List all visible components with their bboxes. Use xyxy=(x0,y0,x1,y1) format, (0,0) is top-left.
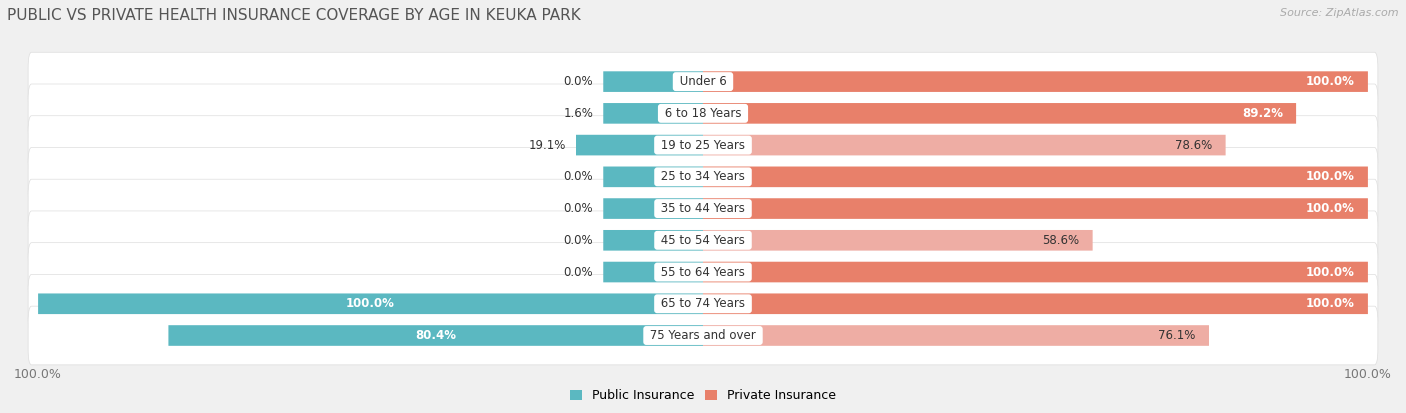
Text: 75 Years and over: 75 Years and over xyxy=(647,329,759,342)
Text: 19.1%: 19.1% xyxy=(529,139,567,152)
FancyBboxPatch shape xyxy=(28,243,1378,301)
FancyBboxPatch shape xyxy=(603,71,703,92)
FancyBboxPatch shape xyxy=(576,135,703,155)
FancyBboxPatch shape xyxy=(703,325,1209,346)
FancyBboxPatch shape xyxy=(703,135,1226,155)
Text: 89.2%: 89.2% xyxy=(1241,107,1282,120)
Text: 0.0%: 0.0% xyxy=(564,266,593,278)
Text: 78.6%: 78.6% xyxy=(1175,139,1212,152)
FancyBboxPatch shape xyxy=(603,166,703,187)
FancyBboxPatch shape xyxy=(169,325,703,346)
Text: 100.0%: 100.0% xyxy=(346,297,395,310)
Text: 100.0%: 100.0% xyxy=(1306,297,1354,310)
FancyBboxPatch shape xyxy=(38,294,703,314)
FancyBboxPatch shape xyxy=(703,71,1368,92)
FancyBboxPatch shape xyxy=(703,198,1368,219)
Legend: Public Insurance, Private Insurance: Public Insurance, Private Insurance xyxy=(565,385,841,407)
FancyBboxPatch shape xyxy=(703,230,1092,251)
Text: Source: ZipAtlas.com: Source: ZipAtlas.com xyxy=(1281,8,1399,18)
Text: 100.0%: 100.0% xyxy=(1306,266,1354,278)
Text: Under 6: Under 6 xyxy=(676,75,730,88)
Text: 25 to 34 Years: 25 to 34 Years xyxy=(657,170,749,183)
FancyBboxPatch shape xyxy=(28,274,1378,333)
Text: PUBLIC VS PRIVATE HEALTH INSURANCE COVERAGE BY AGE IN KEUKA PARK: PUBLIC VS PRIVATE HEALTH INSURANCE COVER… xyxy=(7,8,581,23)
Text: 0.0%: 0.0% xyxy=(564,75,593,88)
FancyBboxPatch shape xyxy=(28,211,1378,270)
Text: 19 to 25 Years: 19 to 25 Years xyxy=(657,139,749,152)
Text: 100.0%: 100.0% xyxy=(1306,75,1354,88)
Text: 65 to 74 Years: 65 to 74 Years xyxy=(657,297,749,310)
FancyBboxPatch shape xyxy=(703,294,1368,314)
Text: 100.0%: 100.0% xyxy=(1306,170,1354,183)
Text: 0.0%: 0.0% xyxy=(564,202,593,215)
FancyBboxPatch shape xyxy=(28,116,1378,174)
Text: 58.6%: 58.6% xyxy=(1042,234,1080,247)
FancyBboxPatch shape xyxy=(603,198,703,219)
Text: 45 to 54 Years: 45 to 54 Years xyxy=(657,234,749,247)
Text: 0.0%: 0.0% xyxy=(564,234,593,247)
FancyBboxPatch shape xyxy=(603,103,703,123)
FancyBboxPatch shape xyxy=(28,52,1378,111)
Text: 0.0%: 0.0% xyxy=(564,170,593,183)
FancyBboxPatch shape xyxy=(28,306,1378,365)
FancyBboxPatch shape xyxy=(703,103,1296,123)
Text: 76.1%: 76.1% xyxy=(1159,329,1195,342)
FancyBboxPatch shape xyxy=(28,179,1378,238)
FancyBboxPatch shape xyxy=(28,84,1378,143)
Text: 55 to 64 Years: 55 to 64 Years xyxy=(657,266,749,278)
Text: 100.0%: 100.0% xyxy=(1306,202,1354,215)
Text: 6 to 18 Years: 6 to 18 Years xyxy=(661,107,745,120)
Text: 80.4%: 80.4% xyxy=(415,329,456,342)
FancyBboxPatch shape xyxy=(28,147,1378,206)
Text: 35 to 44 Years: 35 to 44 Years xyxy=(657,202,749,215)
FancyBboxPatch shape xyxy=(703,262,1368,282)
Text: 1.6%: 1.6% xyxy=(564,107,593,120)
FancyBboxPatch shape xyxy=(603,262,703,282)
FancyBboxPatch shape xyxy=(703,166,1368,187)
FancyBboxPatch shape xyxy=(603,230,703,251)
